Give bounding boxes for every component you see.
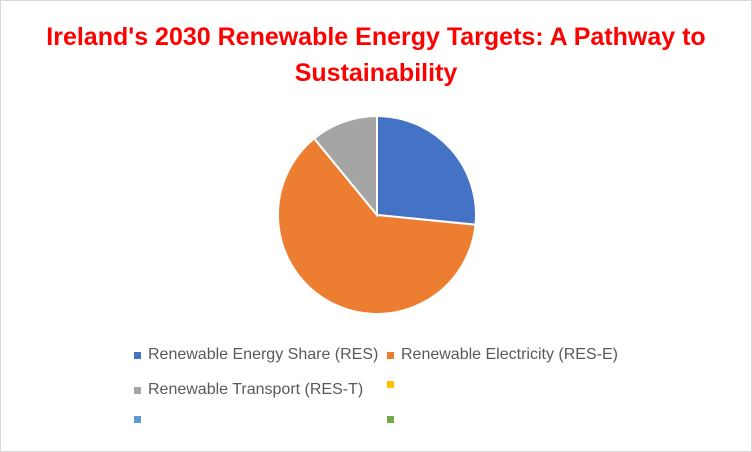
legend-swatch [134, 351, 141, 359]
legend-swatch [387, 381, 394, 388]
legend-item-empty-3 [387, 416, 401, 423]
legend-swatch [387, 351, 394, 359]
legend-item-res: Renewable Energy Share (RES) [134, 346, 378, 364]
legend-label: Renewable Transport (RES-T) [148, 381, 364, 398]
legend-swatch [134, 386, 141, 394]
pie-slice [277, 137, 477, 315]
legend-swatch [387, 416, 394, 423]
legend-swatch [134, 416, 141, 423]
legend-item-res-t: Renewable Transport (RES-T) [134, 381, 363, 399]
legend-label: Renewable Electricity (RES-E) [401, 346, 618, 363]
legend-item-empty-1 [387, 381, 401, 388]
pie-slice [312, 114, 378, 218]
legend-item-empty-2 [134, 416, 148, 423]
pie-slice [376, 114, 477, 226]
legend-item-res-e: Renewable Electricity (RES-E) [387, 346, 618, 364]
legend-label: Renewable Energy Share (RES) [148, 346, 379, 363]
chart-title: Ireland's 2030 Renewable Energy Targets:… [46, 23, 706, 87]
